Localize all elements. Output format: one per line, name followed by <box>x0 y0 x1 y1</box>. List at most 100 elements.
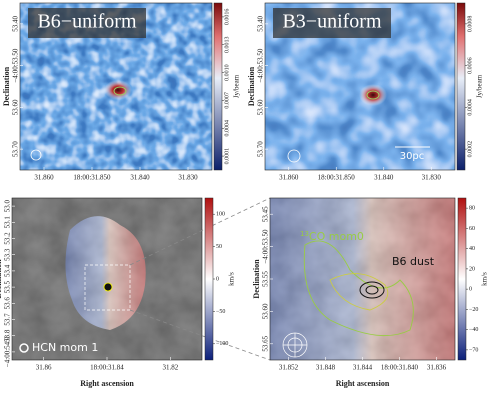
contour <box>103 282 113 292</box>
contour <box>366 90 380 100</box>
colorbar-tick-label: 0.0007 <box>224 92 230 109</box>
source <box>359 84 387 106</box>
y-axis-label: Declination <box>252 259 261 299</box>
y-tick-label: 53.4 <box>4 264 12 277</box>
y-tick-label: 53.60 <box>262 303 270 319</box>
x-tick-label: 31.852 <box>279 364 299 372</box>
colorbar-tick-label: 0 <box>469 287 472 293</box>
x-tick-label: 31.840 <box>130 174 150 182</box>
x-tick-label: 18:00:31.84 <box>90 364 124 372</box>
colorbar-unit: km/s <box>481 272 489 286</box>
colorbar-tick-label: 80 <box>469 206 475 212</box>
colorbar <box>213 2 223 171</box>
colorbar-tick-label: 60 <box>469 226 475 232</box>
x-tick-label: 31.830 <box>178 174 198 182</box>
colorbar-tick-label: 0.0001 <box>224 148 230 165</box>
colorbar-unit: Jy/beam <box>233 74 241 98</box>
colorbar-tick-label: 40 <box>469 246 475 252</box>
colorbar-tick-label: −50 <box>216 309 225 315</box>
y-tick-label: 53.5 <box>4 280 12 293</box>
x-tick-label: 31.830 <box>422 174 442 182</box>
annotation: 13CO mom0 <box>300 230 364 243</box>
dust-contour <box>359 281 385 299</box>
colorbar-tick-label: 0.0010 <box>224 64 230 81</box>
colorbar-tick-label: 50 <box>216 244 222 250</box>
y-tick-label: 53.60 <box>257 99 265 115</box>
colorbar-tick-label: 20 <box>469 266 475 272</box>
colorbar-tick-label: 0.0004 <box>467 99 473 116</box>
x-tick-label: 31.82 <box>162 364 178 372</box>
colorbar-tick-label: 0 <box>216 276 219 282</box>
scale-label: 30pc <box>400 151 425 162</box>
y-tick-label: 53.45 <box>262 206 270 222</box>
colorbar-tick-label: 0.0006 <box>467 57 473 74</box>
y-tick-label: 53.40 <box>257 16 265 32</box>
y-tick-label: 53.40 <box>12 16 20 32</box>
co-contour <box>303 240 414 337</box>
y-tick-label: 53.70 <box>12 141 20 157</box>
colorbar-unit: Jy/beam <box>476 74 484 98</box>
noise <box>12 198 202 360</box>
beam <box>19 343 29 353</box>
y-tick-label: 53.60 <box>12 99 20 115</box>
y-tick-label: 53.6 <box>4 297 12 310</box>
contour <box>113 86 127 96</box>
y-tick-label: 53.65 <box>262 335 270 351</box>
annotation: B6 dust <box>392 255 435 268</box>
y-tick-label: 53.3 <box>4 248 12 261</box>
colorbar-tick-label: 0.0008 <box>467 16 473 33</box>
x-tick-label: 31.860 <box>279 174 299 182</box>
x-tick-label: 31.836 <box>427 364 447 372</box>
colorbar-tick-label: 0.0016 <box>224 9 230 26</box>
dust-contour <box>365 285 379 295</box>
beam <box>282 332 308 358</box>
colorbar-tick-label: −70 <box>469 347 478 353</box>
y-tick-label: 53.1 <box>4 216 12 229</box>
x-tick-label: 18:00:31.840 <box>381 364 419 372</box>
x-tick-label: 18:00:31.850 <box>73 174 111 182</box>
beam <box>30 149 42 161</box>
x-axis-label: Right ascension <box>336 379 390 388</box>
frame <box>19 2 213 171</box>
colorbar-tick-label: −100 <box>216 341 228 347</box>
co-contour <box>329 273 389 311</box>
y-tick-label: 53.55 <box>262 271 270 287</box>
x-tick-label: 31.86 <box>36 364 52 372</box>
noise <box>270 198 455 360</box>
zoom-line <box>129 197 271 266</box>
colorbar-tick-label: 0.0002 <box>467 141 473 158</box>
y-tick-label: 53.2 <box>4 232 12 245</box>
title-box <box>28 8 146 38</box>
annotation: HCN mom 1 <box>32 341 98 354</box>
annotation-text: CO mom0 <box>309 230 364 243</box>
colorbar <box>456 2 466 171</box>
panel-title: B6−uniform <box>37 11 136 33</box>
y-tick-label: −4:00:53.50 <box>12 48 20 83</box>
x-axis-label: Right ascension <box>80 379 134 388</box>
colorbar-unit: km/s <box>228 272 236 286</box>
colorbar-tick-label: −40 <box>469 327 478 333</box>
y-axis-label: Declination <box>2 66 11 106</box>
colorbar-tick-label: −20 <box>469 307 478 313</box>
colorbar <box>457 197 467 361</box>
y-tick-label: 53.8 <box>4 329 12 342</box>
x-tick-label: 31.840 <box>374 174 394 182</box>
x-tick-label: 31.848 <box>316 364 336 372</box>
source <box>104 80 132 100</box>
y-tick-label: 53.0 <box>4 199 12 212</box>
y-tick-label: 53.7 <box>4 313 12 326</box>
zoom-box <box>84 264 131 311</box>
x-tick-label: 31.844 <box>353 364 373 372</box>
x-tick-label: 18:00:31.850 <box>318 174 356 182</box>
x-tick-label: 31.860 <box>34 174 54 182</box>
y-tick-label: −4:00:53.50 <box>257 48 265 83</box>
colorbar <box>204 197 214 361</box>
title-box <box>273 8 391 38</box>
y-tick-label: −4:00:54.0 <box>4 336 12 367</box>
zoom-line <box>129 309 271 361</box>
colorbar-tick-label: 0.0013 <box>224 37 230 54</box>
y-axis-label: Declination <box>0 259 3 299</box>
colorbar-tick-label: 0.0004 <box>224 120 230 137</box>
y-axis-label: Declination <box>247 66 256 106</box>
